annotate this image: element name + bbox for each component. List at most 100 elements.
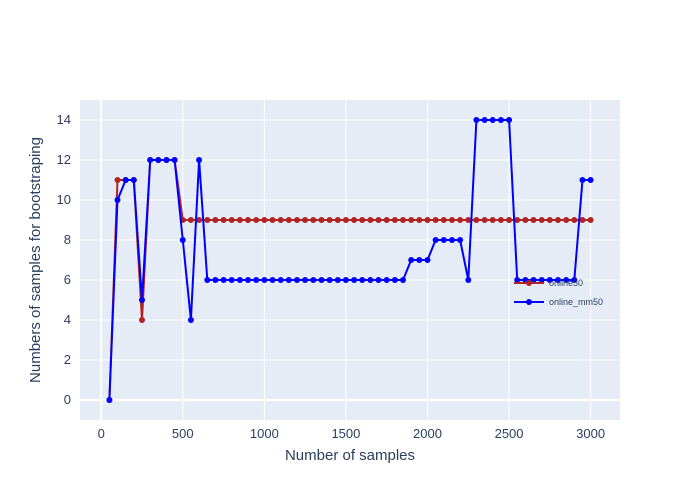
data-point: [334, 217, 341, 223]
data-point: [187, 217, 194, 223]
data-point: [522, 217, 529, 223]
data-point: [400, 277, 406, 283]
legend-swatch-marker: [526, 299, 532, 305]
data-point: [147, 157, 154, 163]
data-point: [334, 277, 341, 283]
x-tick-label: 1000: [250, 426, 279, 441]
x-axis-title: Number of samples: [285, 447, 415, 464]
data-point: [489, 117, 496, 123]
data-point: [163, 157, 170, 163]
data-point: [514, 277, 521, 283]
data-point: [400, 217, 406, 223]
data-point: [367, 217, 374, 223]
data-point: [318, 277, 325, 283]
data-point: [530, 277, 537, 283]
legend-item-online50[interactable]: online50: [514, 278, 583, 288]
x-tick-label: 1500: [331, 426, 360, 441]
data-point: [326, 277, 333, 283]
data-point: [310, 217, 317, 223]
data-point: [187, 317, 194, 323]
data-point: [277, 217, 284, 223]
data-point: [408, 257, 415, 263]
data-point: [555, 217, 561, 223]
data-point: [228, 217, 235, 223]
data-point: [139, 317, 145, 323]
data-point: [106, 397, 113, 403]
x-tick-label: 3000: [576, 426, 605, 441]
data-point: [563, 277, 570, 283]
data-point: [220, 277, 227, 283]
data-point: [367, 277, 374, 283]
data-point: [481, 117, 488, 123]
data-point: [473, 117, 480, 123]
data-point: [114, 177, 121, 183]
data-point: [375, 217, 382, 223]
data-point: [514, 217, 521, 223]
y-tick-label: 4: [64, 312, 71, 327]
data-point: [416, 217, 423, 223]
data-point: [481, 217, 488, 223]
data-point: [546, 277, 553, 283]
y-tick-label: 6: [64, 272, 71, 287]
data-point: [130, 177, 137, 183]
data-point: [139, 297, 145, 303]
data-point: [440, 237, 447, 243]
data-point: [457, 217, 464, 223]
data-point: [383, 217, 390, 223]
legend-item-online_mm50[interactable]: online_mm50: [514, 297, 603, 307]
data-point: [449, 217, 455, 223]
data-point: [506, 217, 513, 223]
data-point: [253, 217, 260, 223]
data-point: [294, 217, 300, 223]
data-point: [245, 277, 251, 283]
series-line-online_mm50: [108, 119, 591, 401]
data-point: [122, 177, 129, 183]
data-point: [359, 277, 366, 283]
data-point: [204, 217, 211, 223]
data-point: [473, 217, 480, 223]
data-point: [432, 237, 439, 243]
x-tick-label: 2000: [413, 426, 442, 441]
grid: [80, 100, 620, 420]
data-point: [310, 277, 317, 283]
data-point: [579, 177, 586, 183]
data-point: [489, 217, 496, 223]
data-point: [253, 277, 260, 283]
data-point: [546, 217, 553, 223]
data-point: [391, 277, 398, 283]
data-point: [212, 217, 219, 223]
data-point: [196, 217, 203, 223]
data-point: [587, 217, 594, 223]
data-point: [555, 277, 561, 283]
y-axis-title: Numbers of samples for bootstraping: [27, 137, 44, 383]
data-point: [497, 217, 504, 223]
data-point: [269, 217, 276, 223]
data-point: [563, 217, 570, 223]
data-point: [465, 217, 472, 223]
data-point: [375, 277, 382, 283]
legend-label: online_mm50: [549, 297, 603, 307]
data-point: [261, 217, 268, 223]
data-point: [424, 257, 431, 263]
data-point: [571, 277, 578, 283]
x-tick-label: 500: [172, 426, 194, 441]
data-point: [408, 217, 415, 223]
data-point: [506, 117, 513, 123]
y-tick-label: 0: [64, 392, 71, 407]
data-point: [285, 277, 292, 283]
data-point: [261, 277, 268, 283]
y-tick-label: 2: [64, 352, 71, 367]
data-point: [277, 277, 284, 283]
x-axis-ticks: 0 500 1000 1500 2000 2500 3000: [98, 426, 606, 441]
data-point: [269, 277, 276, 283]
data-point: [236, 217, 243, 223]
data-point: [196, 157, 203, 163]
data-point: [212, 277, 219, 283]
data-point: [424, 217, 431, 223]
legend-label: online50: [549, 278, 583, 288]
y-tick-label: 8: [64, 232, 71, 247]
data-point: [326, 217, 333, 223]
data-point: [440, 217, 447, 223]
legend[interactable]: online50 online_mm50: [514, 278, 603, 307]
